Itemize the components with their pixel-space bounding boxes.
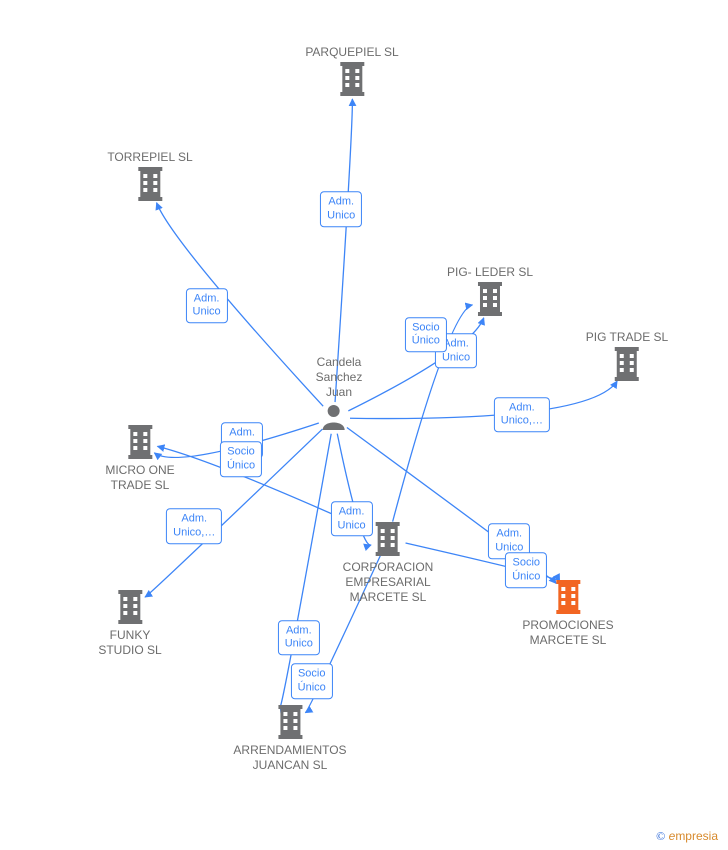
building-icon: [447, 282, 533, 316]
node-pigleder: PIG- LEDER SL: [447, 265, 533, 316]
node-label: PROMOCIONESMARCETE SL: [522, 618, 613, 648]
node-label: MICRO ONETRADE SL: [105, 463, 174, 493]
node-pigtrade: PIG TRADE SL: [586, 330, 668, 381]
edge-label: Adm.Unico: [278, 620, 320, 656]
footer-brand: © empresia: [656, 829, 718, 844]
diagram-canvas: CandelaSanchezJuan PARQUEPIEL SL TORREPI…: [0, 0, 728, 850]
node-torrepiel: TORREPIEL SL: [107, 150, 192, 201]
node-parquepiel: PARQUEPIEL SL: [305, 45, 398, 96]
node-label: PIG- LEDER SL: [447, 265, 533, 280]
building-icon: [586, 347, 668, 381]
edge-candela-pigtrade: [350, 381, 617, 418]
node-label: FUNKYSTUDIO SL: [98, 628, 161, 658]
edge-label: Adm.Unico: [320, 191, 362, 227]
edge-label: Adm.Unico,…: [494, 397, 550, 433]
edge-layer: [0, 0, 728, 850]
node-promo: PROMOCIONESMARCETE SL: [522, 580, 613, 648]
node-label: CORPORACIONEMPRESARIALMARCETE SL: [343, 560, 434, 605]
edge-candela-parquepiel: [335, 99, 352, 402]
node-label: CandelaSanchezJuan: [316, 355, 363, 400]
edge-label: Adm.Unico,…: [166, 509, 222, 545]
edge-label: SocioÚnico: [220, 441, 262, 477]
copyright-symbol: ©: [656, 829, 665, 843]
node-candela: CandelaSanchezJuan: [306, 355, 363, 430]
edge-candela-torrepiel: [157, 203, 324, 406]
node-label: PIG TRADE SL: [586, 330, 668, 345]
node-arrend: ARRENDAMIENTOSJUANCAN SL: [233, 705, 346, 773]
edge-label: SocioÚnico: [505, 552, 547, 588]
building-icon: [305, 62, 398, 96]
node-funky: FUNKYSTUDIO SL: [98, 590, 161, 658]
edge-label: SocioÚnico: [405, 317, 447, 353]
node-label: TORREPIEL SL: [107, 150, 192, 165]
edge-label: SocioÚnico: [291, 663, 333, 699]
node-label: ARRENDAMIENTOSJUANCAN SL: [233, 743, 346, 773]
building-icon: [98, 590, 161, 624]
node-label: PARQUEPIEL SL: [305, 45, 398, 60]
person-icon: [306, 402, 363, 430]
node-microone: MICRO ONETRADE SL: [105, 425, 174, 493]
building-icon: [107, 167, 192, 201]
brand-rest: mpresia: [675, 829, 718, 843]
edge-label: Adm.Unico: [331, 501, 373, 537]
building-icon: [105, 425, 174, 459]
edge-label: Adm.Unico: [186, 288, 228, 324]
building-icon: [233, 705, 346, 739]
